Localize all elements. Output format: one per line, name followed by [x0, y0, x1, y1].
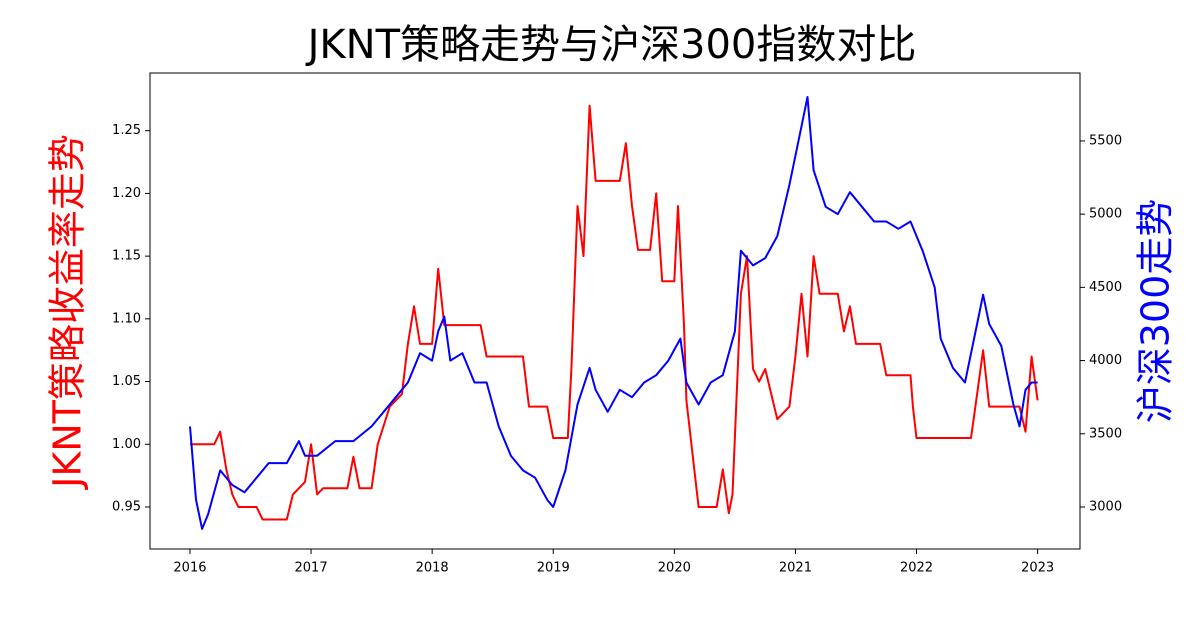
chart-title: JKNT策略走势与沪深300指数对比: [305, 22, 917, 68]
x-tick-label: 2020: [658, 561, 691, 576]
y2-axis-label: 沪深300走势: [1134, 199, 1178, 424]
y-tick-label: 1.00: [112, 437, 141, 452]
y-tick-label: 1.20: [112, 186, 141, 201]
y2-tick-label: 4000: [1089, 353, 1122, 368]
x-tick-label: 2016: [173, 561, 206, 576]
x-tick-label: 2021: [779, 561, 812, 576]
y-tick-label: 0.95: [112, 499, 141, 514]
x-tick-label: 2019: [537, 561, 570, 576]
x-tick-label: 2017: [295, 561, 328, 576]
y-tick-label: 1.25: [112, 123, 141, 138]
x-tick-label: 2022: [900, 561, 933, 576]
y2-tick-label: 4500: [1089, 280, 1122, 295]
y2-tick-label: 3500: [1089, 426, 1122, 441]
y2-tick-label: 5500: [1089, 133, 1122, 148]
y-axis-label: JKNT策略收益率走势: [46, 134, 90, 490]
y-tick-label: 1.05: [112, 374, 141, 389]
y-tick-label: 1.10: [112, 311, 141, 326]
x-tick-label: 2023: [1021, 561, 1054, 576]
series-line: [190, 104, 1039, 521]
y-tick-label: 1.15: [112, 249, 141, 264]
y2-tick-label: 3000: [1089, 499, 1122, 514]
plot-frame: [149, 72, 1081, 550]
y2-tick-label: 5000: [1089, 207, 1122, 222]
series-line: [189, 96, 1038, 530]
x-tick-label: 2018: [416, 561, 449, 576]
